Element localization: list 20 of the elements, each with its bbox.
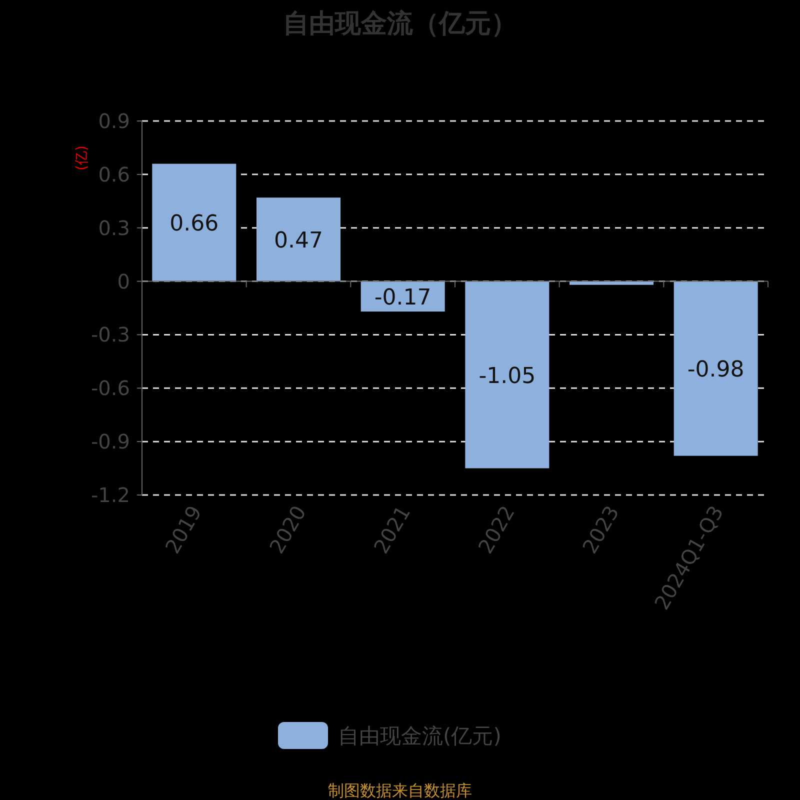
y-tick-label: 0.3 (98, 216, 130, 240)
y-tick-label: 0.9 (98, 109, 130, 133)
bar (256, 198, 340, 282)
y-tick-label: -0.9 (90, 430, 130, 454)
data-label: -1.05 (478, 364, 536, 389)
y-tick-label: -0.3 (90, 322, 130, 347)
data-label: -0.17 (374, 285, 432, 310)
y-tick-label: -0.6 (90, 376, 130, 400)
y-tick-label: 0 (117, 269, 130, 294)
data-label: 0.47 (274, 228, 323, 254)
bar (152, 164, 236, 282)
y-tick-label: -1.2 (90, 483, 130, 507)
legend-label: 自由现金流(亿元) (338, 724, 502, 748)
bar (674, 281, 758, 456)
y-tick-label: 0.6 (98, 162, 130, 186)
data-label: 0.66 (170, 212, 219, 237)
y-axis-title: (亿) (74, 146, 90, 170)
data-label: -0.98 (687, 358, 744, 383)
bar (465, 281, 550, 468)
text: 制图数据来自数据库 (328, 781, 472, 800)
